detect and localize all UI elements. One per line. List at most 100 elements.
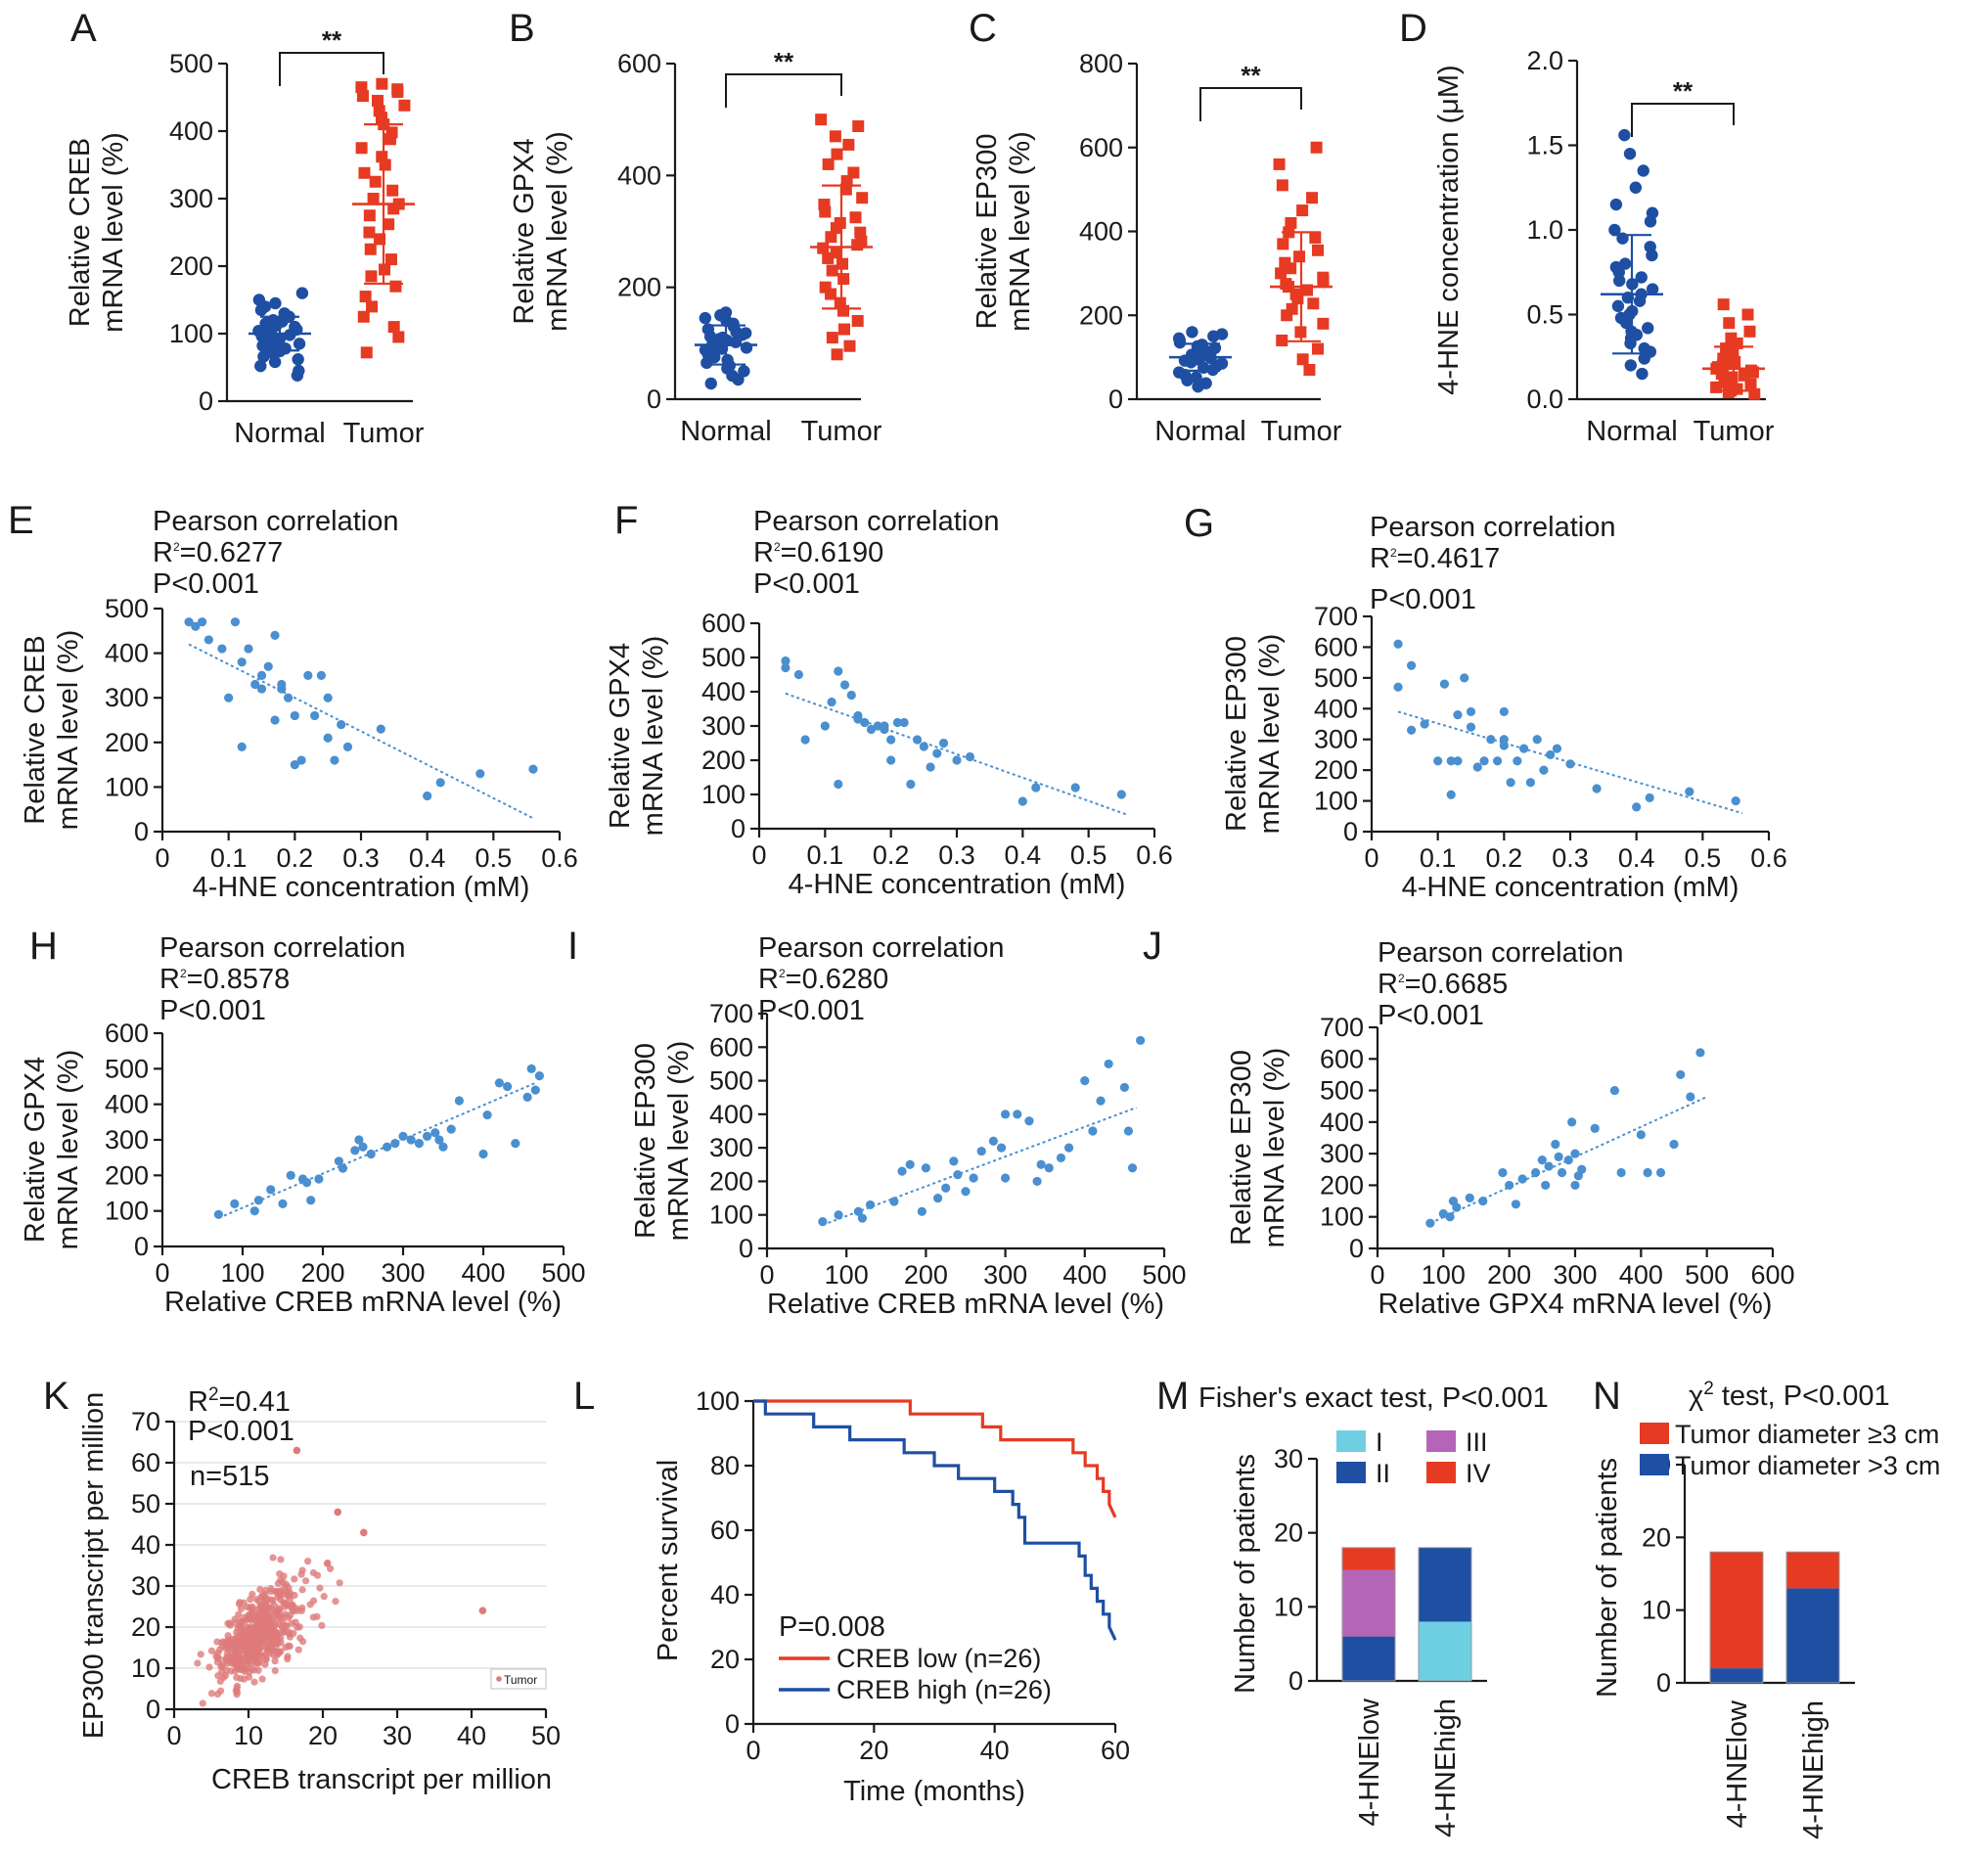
normal-point [292, 353, 304, 366]
y-tick-label: 60 [131, 1448, 160, 1477]
y-tick-label: 40 [131, 1530, 160, 1560]
tumor-point [856, 192, 869, 204]
x-axis-label: Time (months) [843, 1776, 1025, 1807]
tumor-point [1309, 231, 1322, 244]
tumor-point [363, 226, 376, 239]
y-axis-label-line: mRNA level (%) [638, 636, 669, 837]
stat-title: Pearson correlation [1370, 512, 1615, 543]
scatter-point [1592, 784, 1602, 793]
tcga-point [247, 1596, 254, 1604]
y-axis-label-line: Relative GPX4 [509, 138, 540, 324]
normal-point [252, 294, 266, 306]
y-tick-label: 60 [710, 1516, 740, 1545]
scatter-point [820, 721, 830, 731]
tumor-point [1277, 238, 1289, 250]
tumor-point [1310, 141, 1323, 154]
tumor-point [834, 216, 846, 229]
y-tick-label: 300 [701, 711, 746, 741]
bar-outline [1418, 1547, 1472, 1682]
tcga-point [261, 1599, 270, 1607]
scatter-point [446, 1124, 456, 1134]
tcga-point [252, 1627, 260, 1636]
y-tick-label: 200 [701, 746, 746, 775]
normal-point [1215, 357, 1229, 370]
stat-title: Pearson correlation [753, 506, 999, 537]
x-tick-label: 0.2 [873, 840, 910, 870]
scatter-point [350, 1146, 360, 1155]
scatter-point [886, 755, 896, 765]
y-axis-label-line: mRNA level (%) [53, 630, 84, 831]
scatter-point [376, 724, 385, 734]
scatter-point [793, 669, 804, 680]
tumor-point [1296, 353, 1309, 366]
tcga-point [245, 1653, 252, 1661]
y-tick-label: 20 [1642, 1522, 1671, 1552]
panel-letter-K: K [43, 1375, 69, 1418]
significance-bracket [279, 52, 384, 86]
tumor-point [1317, 271, 1330, 284]
tumor-point [392, 331, 405, 343]
legend-label: II [1376, 1459, 1390, 1488]
tcga-point [264, 1630, 272, 1638]
x-tick-label: 500 [1142, 1260, 1186, 1290]
tumor-point [1276, 179, 1288, 192]
scatter-point [1492, 756, 1503, 766]
normal-point [293, 364, 305, 378]
scatter-point [965, 751, 975, 762]
p-value: P<0.001 [758, 995, 865, 1026]
normal-point [719, 306, 733, 319]
tumor-point [851, 314, 864, 327]
tcga-point [262, 1655, 270, 1663]
stat-title: Pearson correlation [153, 506, 398, 537]
tumor-point [822, 158, 835, 170]
panel-D: 0.0 0.5 1.0 1.5 2.0 4-HNE concentration (μM) N… [1433, 46, 1775, 447]
y-axis-label: Relative GPX4mRNA level (%) [605, 636, 669, 837]
r-value: =0.6277 [180, 537, 284, 568]
y-axis-label-line: mRNA level (%) [1005, 131, 1036, 332]
tcga-point [233, 1682, 242, 1690]
legend-swatch [1640, 1423, 1669, 1444]
scatter-point [270, 715, 280, 725]
tumor-point [826, 332, 838, 344]
tcga-point [271, 1631, 279, 1640]
scatter-point [857, 1213, 868, 1223]
scatter-point [390, 1139, 400, 1149]
y-tick-label: 600 [617, 49, 661, 78]
tcga-point [237, 1660, 246, 1668]
x-tick-label: 40 [457, 1721, 486, 1750]
y-axis-label: Relative EP300mRNA level (%) [630, 1041, 695, 1242]
x-tick-label: 50 [531, 1721, 561, 1750]
legend-box [490, 1668, 547, 1690]
normal-point [295, 287, 309, 299]
scatter-point [846, 690, 856, 701]
scatter-point [302, 1178, 312, 1188]
tumor-point [391, 83, 404, 96]
scatter-point [263, 661, 273, 671]
y-tick-label: 400 [1314, 694, 1358, 723]
tumor-point [819, 281, 832, 294]
scatter-point [1407, 725, 1417, 735]
r-symbol: R [753, 537, 774, 568]
x-tick-label: 0.3 [938, 840, 975, 870]
tcga-point [233, 1688, 241, 1697]
scatter-point [853, 1206, 863, 1216]
scatter-point [1577, 1164, 1587, 1174]
tumor-point [831, 148, 843, 160]
x-tick-label: 0.3 [342, 843, 380, 873]
scatter-point [834, 779, 843, 790]
trend-line [1429, 1096, 1708, 1225]
normal-point [1646, 206, 1659, 219]
tcga-point [286, 1643, 294, 1651]
y-axis-label: Relative EP300mRNA level (%) [971, 131, 1036, 332]
y-tick-label: 0 [199, 386, 213, 416]
tumor-point [1273, 158, 1286, 170]
tumor-point [376, 151, 388, 163]
y-tick-label: 800 [1079, 49, 1123, 78]
tcga-point [197, 1651, 204, 1658]
tumor-point [852, 120, 865, 133]
tcga-point [268, 1617, 277, 1625]
y-tick-label: 200 [1320, 1170, 1364, 1200]
scatter-point [314, 1174, 324, 1184]
x-tick-label: 500 [1685, 1260, 1729, 1290]
scatter-point [330, 755, 339, 765]
